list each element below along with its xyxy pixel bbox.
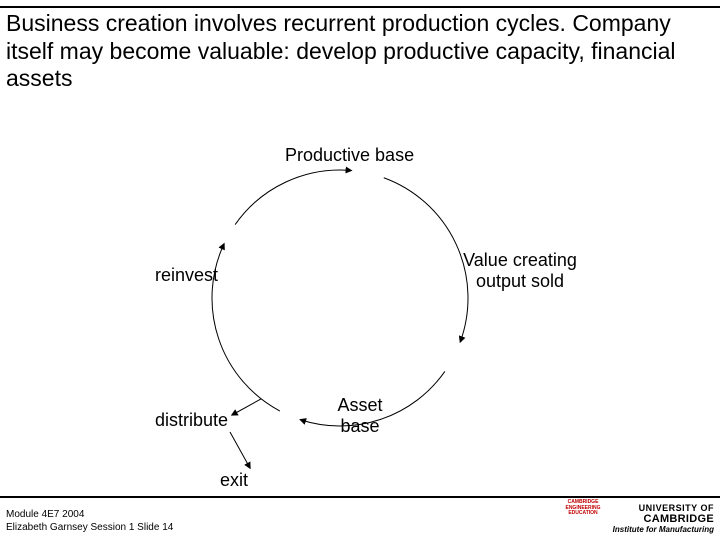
label-reinvest: reinvest: [155, 265, 218, 286]
label-asset-base: Asset base: [330, 395, 390, 436]
label-value-output: Value creating output sold: [450, 250, 590, 291]
label-asset-base-l1: Asset: [337, 395, 382, 415]
slide: Business creation involves recurrent pro…: [0, 0, 720, 540]
red-stamp: CAMBRIDGE ENGINEERING EDUCATION: [561, 500, 605, 520]
label-value-output-l1: Value creating: [463, 250, 577, 270]
footer-right-line1: UNIVERSITY OF: [613, 503, 714, 513]
footer-left-line2: Elizabeth Garnsey Session 1 Slide 14: [6, 522, 173, 535]
footer-right: UNIVERSITY OF CAMBRIDGE Institute for Ma…: [613, 503, 714, 534]
footer-left-line1: Module 4E7 2004: [6, 509, 173, 522]
footer-right-line2: CAMBRIDGE: [613, 513, 714, 525]
label-value-output-l2: output sold: [476, 271, 564, 291]
label-productive-base: Productive base: [285, 145, 414, 166]
cycle-diagram: [0, 0, 720, 540]
footer-left: Module 4E7 2004 Elizabeth Garnsey Sessio…: [6, 509, 173, 534]
label-asset-base-l2: base: [340, 416, 379, 436]
bottom-rule: [0, 496, 720, 498]
footer-right-line3: Institute for Manufacturing: [613, 525, 714, 534]
label-distribute: distribute: [155, 410, 228, 431]
label-exit: exit: [220, 470, 248, 491]
